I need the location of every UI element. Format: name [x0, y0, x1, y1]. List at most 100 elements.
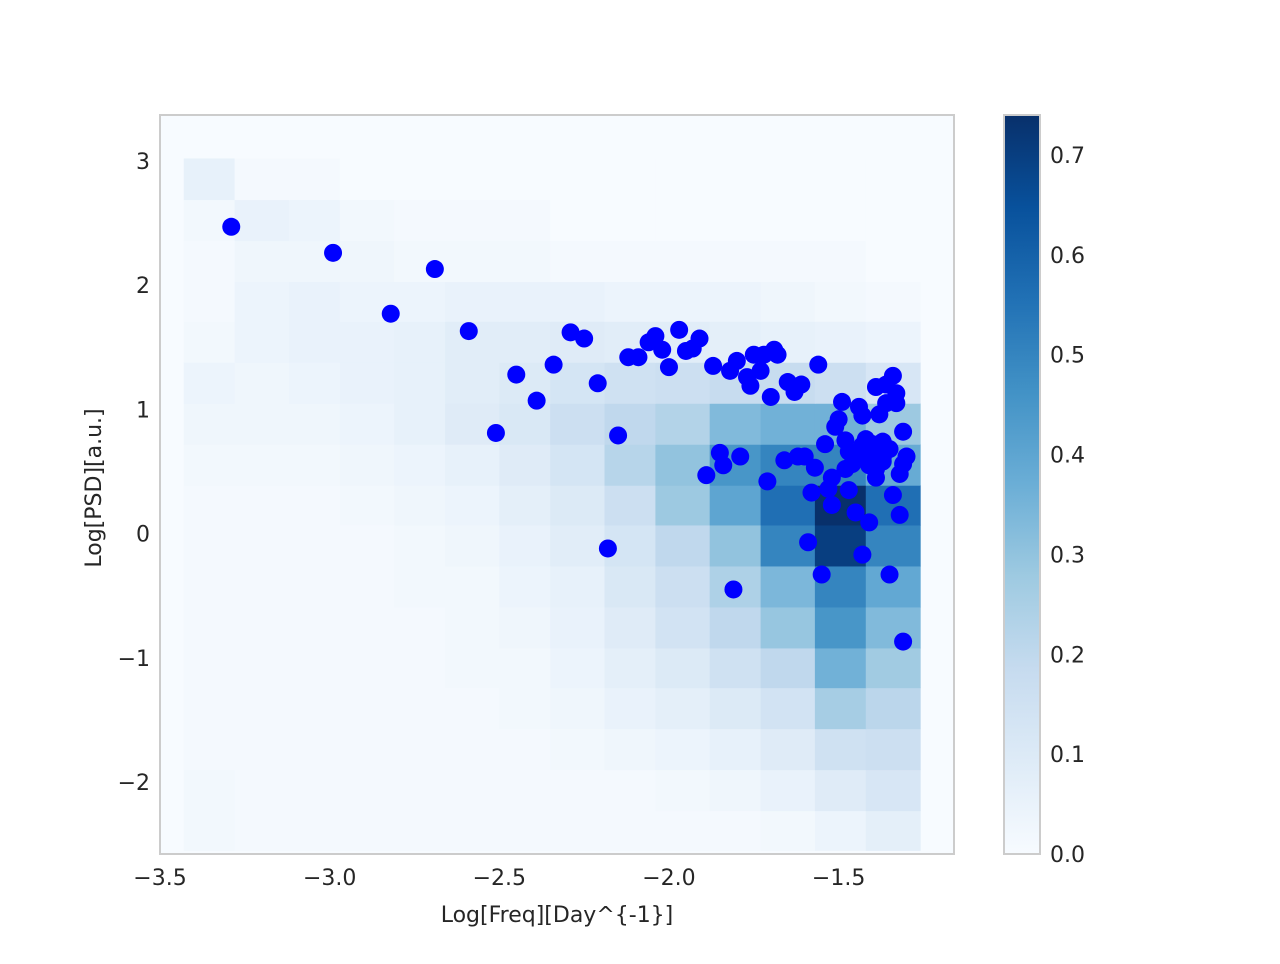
- heatmap-cell: [394, 485, 446, 526]
- scatter-point: [839, 481, 858, 500]
- heatmap-cell: [183, 565, 236, 608]
- scatter-point: [690, 329, 709, 348]
- heatmap-cell: [760, 647, 816, 689]
- scatter-point: [544, 355, 563, 374]
- scatter-point: [816, 435, 835, 454]
- heatmap-cell: [288, 444, 341, 486]
- heatmap-cell: [655, 240, 711, 283]
- y-axis-ticks: −2 −1 0 1 2 3: [118, 150, 150, 796]
- y-axis-label: Log[PSD][a.u.]: [82, 408, 107, 567]
- heatmap-cell: [445, 485, 500, 526]
- heatmap-cell: [394, 199, 446, 242]
- heatmap-cell: [865, 769, 921, 812]
- heatmap-cell: [604, 158, 656, 201]
- scatter-point: [829, 410, 848, 429]
- heatmap-cell: [655, 606, 711, 649]
- scatter-point: [758, 472, 777, 491]
- scatter-point: [486, 423, 505, 442]
- scatter-point: [860, 446, 879, 465]
- heatmap-cell: [234, 158, 290, 201]
- y-tick-label: −2: [118, 771, 150, 796]
- heatmap-cell: [865, 281, 921, 322]
- scatter-point: [853, 406, 872, 425]
- y-tick-label: −1: [118, 647, 150, 672]
- heatmap-cell: [760, 728, 816, 771]
- heatmap-cell: [499, 199, 551, 242]
- heatmap-cell: [445, 240, 500, 283]
- heatmap-cell: [760, 687, 816, 730]
- scatter-point: [751, 361, 770, 380]
- heatmap-cell: [499, 810, 551, 851]
- heatmap-cell: [445, 524, 500, 567]
- heatmap-cell: [183, 485, 236, 526]
- heatmap-cell: [288, 647, 341, 689]
- heatmap-cell: [550, 444, 606, 486]
- heatmap-cell: [760, 403, 816, 445]
- heatmap-cell: [604, 362, 656, 404]
- heatmap-cell: [814, 321, 867, 363]
- heatmap-cell: [339, 647, 395, 689]
- heatmap-cell: [814, 240, 867, 283]
- x-tick-label: −2.5: [473, 866, 526, 891]
- heatmap-cell: [394, 281, 446, 322]
- heatmap-cell: [234, 606, 290, 649]
- heatmap-cell: [604, 199, 656, 242]
- scatter-point: [897, 447, 916, 466]
- colorbar-tick-label: 0.3: [1050, 543, 1085, 568]
- heatmap-cell: [394, 606, 446, 649]
- scatter-point: [714, 456, 733, 475]
- heatmap-cell: [339, 362, 395, 404]
- heatmap-cell: [550, 687, 606, 730]
- heatmap-cell: [183, 810, 236, 851]
- heatmap-cell: [288, 281, 341, 322]
- heatmap-cell: [814, 687, 867, 730]
- scatter-point: [775, 451, 794, 470]
- scatter-point: [768, 345, 787, 364]
- heatmap-cell: [550, 158, 606, 201]
- heatmap-cell: [394, 403, 446, 445]
- heatmap-cell: [655, 485, 711, 526]
- heatmap-cell: [339, 485, 395, 526]
- heatmap-cell: [445, 606, 500, 649]
- heatmap-cell: [499, 158, 551, 201]
- heatmap-cell: [865, 158, 921, 201]
- heatmap-cell: [865, 810, 921, 851]
- heatmap-cell: [394, 565, 446, 608]
- heatmap-cell: [339, 444, 395, 486]
- heatmap-cell: [709, 728, 762, 771]
- heatmap-cell: [709, 281, 762, 322]
- heatmap-cell: [394, 810, 446, 851]
- heatmap-cell: [709, 687, 762, 730]
- heatmap-cell: [550, 524, 606, 567]
- scatter-series: [222, 217, 916, 651]
- heatmap-cell: [445, 281, 500, 322]
- scatter-point: [853, 545, 872, 564]
- heatmap-cell: [814, 606, 867, 649]
- heatmap-cell: [234, 444, 290, 486]
- scatter-point: [324, 243, 343, 262]
- scatter-point: [727, 351, 746, 370]
- heatmap-cell: [604, 444, 656, 486]
- heatmap-cell: [499, 769, 551, 812]
- heatmap-cell: [865, 728, 921, 771]
- heatmap-cell: [445, 444, 500, 486]
- scatter-point: [894, 422, 913, 441]
- heatmap-cell: [709, 240, 762, 283]
- heatmap-cell: [234, 199, 290, 242]
- colorbar-frame: [1003, 114, 1041, 855]
- heatmap-cell: [288, 199, 341, 242]
- heatmap-cell: [394, 647, 446, 689]
- heatmap-cell: [394, 687, 446, 730]
- heatmap-cell: [760, 158, 816, 201]
- x-tick-label: −3.0: [303, 866, 356, 891]
- heatmap-cell: [760, 565, 816, 608]
- heatmap-cell: [709, 769, 762, 812]
- heatmap-cell: [655, 199, 711, 242]
- heatmap-cell: [499, 240, 551, 283]
- scatter-point: [866, 468, 885, 487]
- heatmap-cell: [288, 769, 341, 812]
- colorbar-tick-label: 0.0: [1050, 843, 1085, 868]
- heatmap-cell: [183, 728, 236, 771]
